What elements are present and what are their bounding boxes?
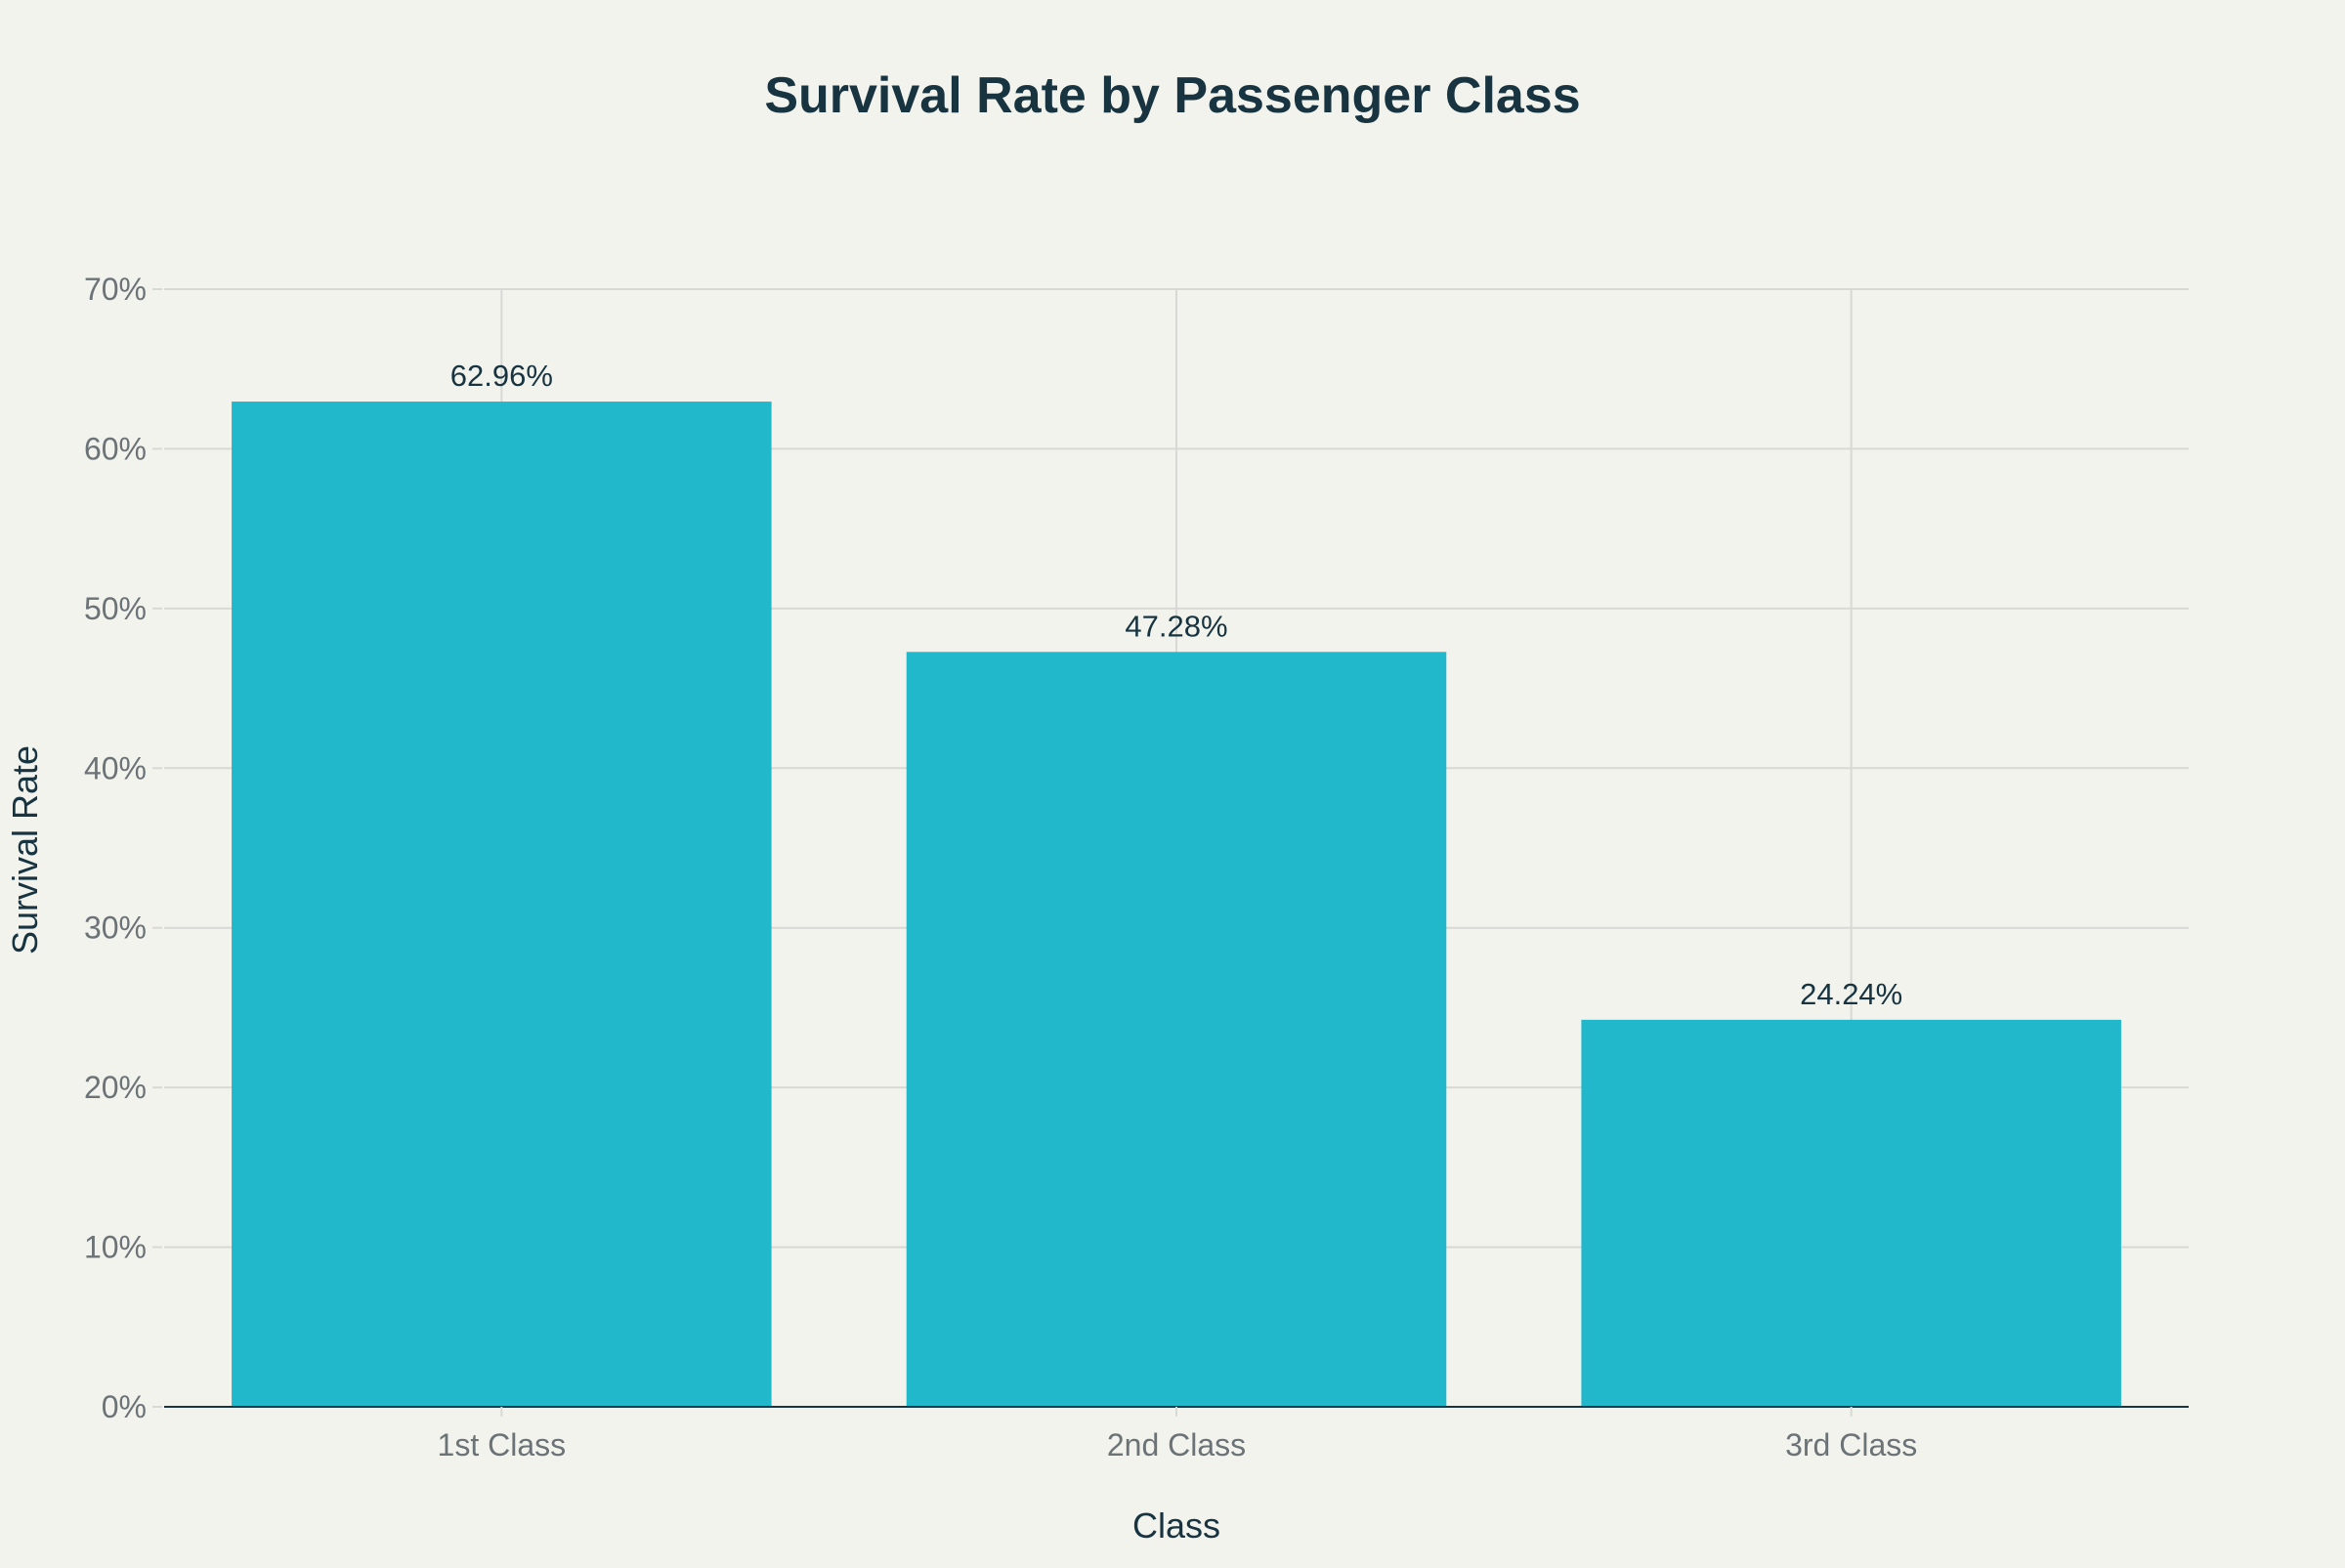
y-tick-label: 50% bbox=[84, 591, 147, 626]
x-tick-label: 1st Class bbox=[438, 1427, 567, 1462]
data-label-2: 47.28% bbox=[1125, 609, 1227, 643]
labels-layer: 0% 10% 20% 30% 40% 50% 60% 70% 62.96% 47.28% 24.24… bbox=[84, 272, 1917, 1462]
chart-title: Survival Rate by Passenger Class bbox=[764, 67, 1580, 124]
y-tick-label: 60% bbox=[84, 431, 147, 466]
y-tick-label: 30% bbox=[84, 911, 147, 946]
y-tick-label: 40% bbox=[84, 750, 147, 785]
y-tick-label: 10% bbox=[84, 1230, 147, 1265]
y-tick-label: 0% bbox=[102, 1389, 147, 1424]
x-tick-label: 3rd Class bbox=[1785, 1427, 1917, 1462]
bar-2 bbox=[906, 652, 1447, 1407]
y-axis-title: Survival Rate bbox=[5, 745, 45, 954]
data-label-3: 24.24% bbox=[1800, 977, 1902, 1011]
bars-layer bbox=[232, 402, 2121, 1407]
data-label-1: 62.96% bbox=[450, 359, 553, 393]
y-tick-label: 70% bbox=[84, 272, 147, 307]
axes-layer bbox=[152, 288, 2189, 1417]
x-tick-label: 2nd Class bbox=[1107, 1427, 1246, 1462]
x-axis-title: Class bbox=[1132, 1505, 1220, 1546]
bar-1 bbox=[232, 402, 772, 1407]
bar-3 bbox=[1581, 1019, 2121, 1407]
y-tick-label: 20% bbox=[84, 1070, 147, 1105]
